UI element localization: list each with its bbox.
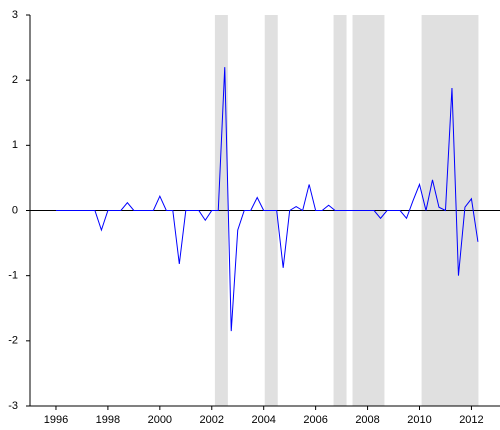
y-tick-label: -1	[8, 270, 18, 282]
x-tick-label: 2008	[355, 414, 379, 426]
x-tick-label: 2000	[148, 414, 172, 426]
y-tick-label: -2	[8, 335, 18, 347]
x-tick-label: 1998	[96, 414, 120, 426]
x-tick-label: 2004	[251, 414, 275, 426]
y-tick-label: -3	[8, 400, 18, 412]
x-tick-label: 2010	[407, 414, 431, 426]
y-tick-label: 3	[12, 9, 18, 21]
x-tick-label: 2012	[459, 414, 483, 426]
x-tick-label: 2002	[200, 414, 224, 426]
data-line	[55, 67, 479, 332]
x-tick-label: 2006	[303, 414, 327, 426]
y-tick-label: 1	[12, 139, 18, 151]
x-tick-label: 1996	[44, 414, 68, 426]
y-tick-label: 2	[12, 74, 18, 86]
y-tick-label: 0	[12, 204, 18, 216]
